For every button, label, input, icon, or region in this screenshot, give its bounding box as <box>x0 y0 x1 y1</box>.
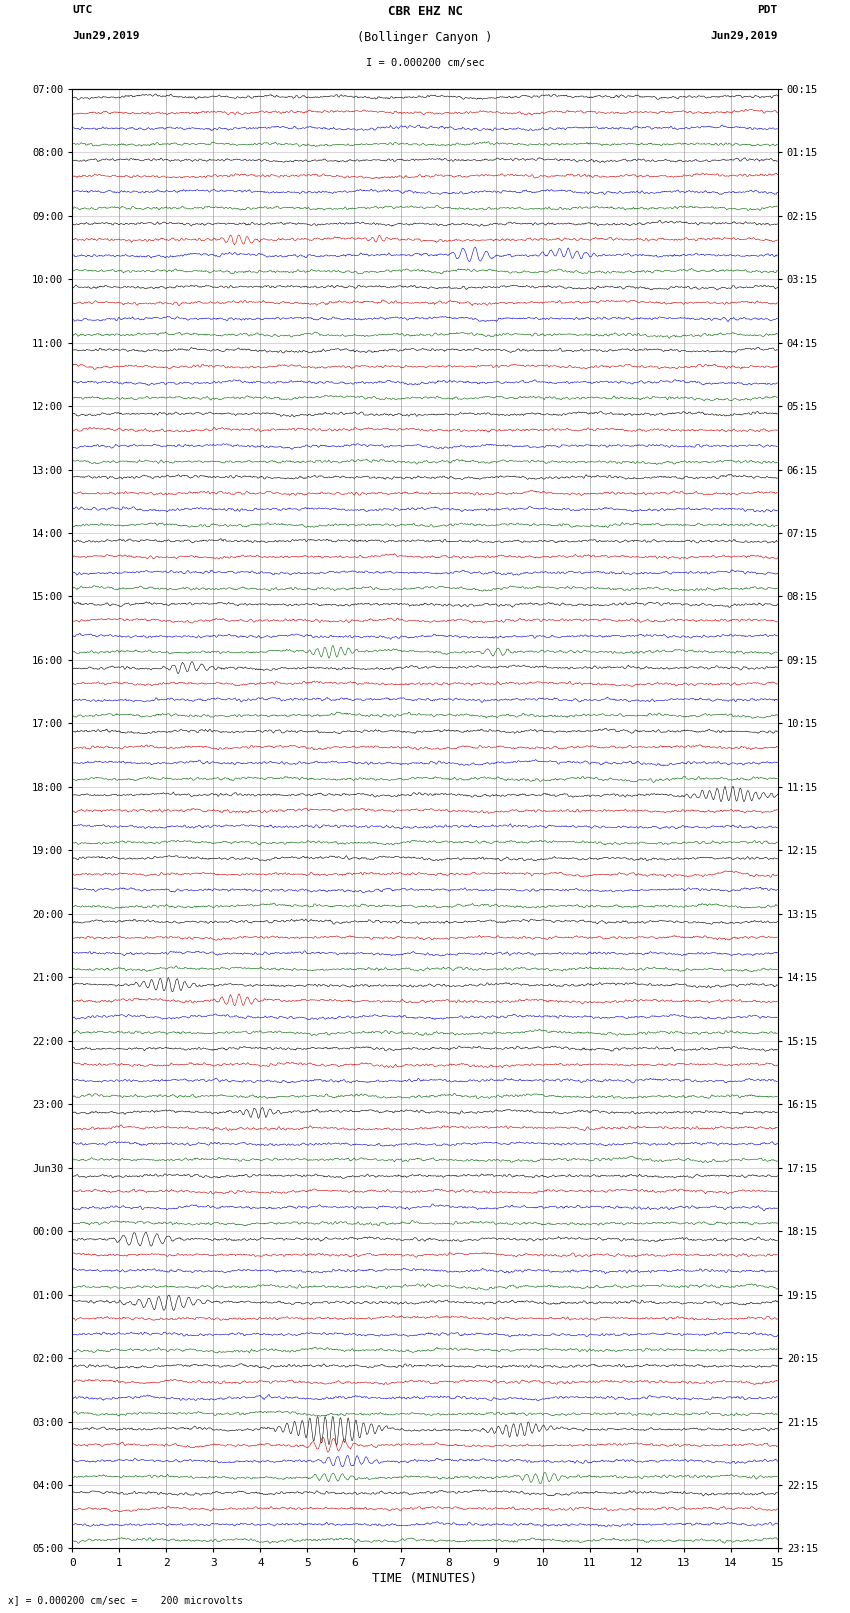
Text: UTC: UTC <box>72 5 93 15</box>
Text: Jun29,2019: Jun29,2019 <box>711 31 778 40</box>
Text: I = 0.000200 cm/sec: I = 0.000200 cm/sec <box>366 58 484 68</box>
Text: CBR EHZ NC: CBR EHZ NC <box>388 5 462 18</box>
Text: x] = 0.000200 cm/sec =    200 microvolts: x] = 0.000200 cm/sec = 200 microvolts <box>8 1595 243 1605</box>
Text: (Bollinger Canyon ): (Bollinger Canyon ) <box>357 31 493 44</box>
Text: Jun29,2019: Jun29,2019 <box>72 31 139 40</box>
X-axis label: TIME (MINUTES): TIME (MINUTES) <box>372 1571 478 1584</box>
Text: PDT: PDT <box>757 5 778 15</box>
